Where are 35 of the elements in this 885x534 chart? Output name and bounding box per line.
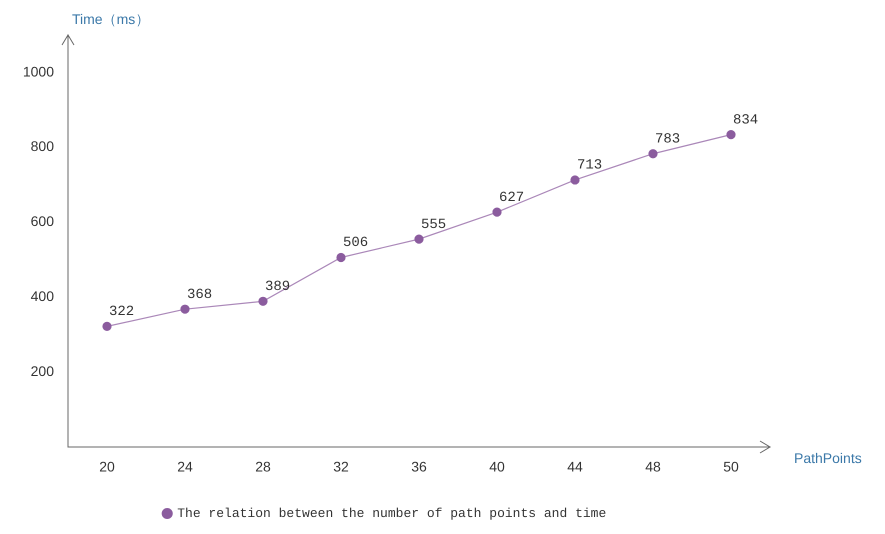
x-tick-label: 28 [255,458,271,474]
y-tick-label: 400 [30,288,54,304]
data-label: 368 [187,286,212,303]
x-tick-label: 20 [99,458,115,474]
point [570,175,580,185]
point [336,252,346,262]
x-tick-label: 32 [333,458,349,474]
y-tick-label: 800 [30,138,54,154]
point [102,322,112,331]
x-tick-label: 48 [645,458,661,474]
x-tick-label: 50 [723,458,739,474]
x-tick-label: 40 [489,458,505,474]
data-label: 389 [265,279,290,296]
point [414,234,424,244]
y-tick-label: 200 [30,362,54,379]
legend-label: The relation between the number of path points and time [177,506,606,521]
y-tick-label: 1000 [22,63,54,80]
data-label: 322 [109,304,134,320]
x-tick-label: 36 [411,458,427,474]
data-label: 627 [499,190,524,206]
point [492,208,502,217]
point [180,304,190,314]
y-axis-title: Time（ms） [72,10,150,27]
x-axis-title: PathPoints [794,450,862,466]
x-tick-label: 44 [567,458,583,474]
point [258,296,268,306]
data-label: 834 [733,112,758,128]
point [648,149,658,158]
x-tick-label: 24 [177,458,193,474]
data-label: 713 [577,158,602,174]
data-label: 506 [343,235,368,252]
y-tick-label: 600 [30,213,54,230]
data-label: 783 [655,131,680,148]
data-label: 555 [421,216,446,233]
point [726,130,736,140]
